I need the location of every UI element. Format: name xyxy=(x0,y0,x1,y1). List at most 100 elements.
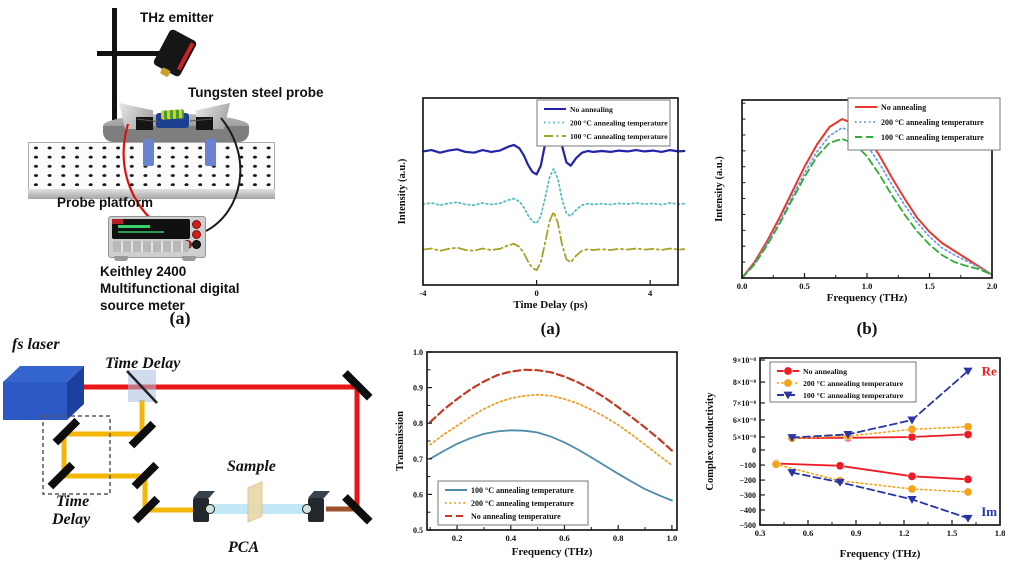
sample-chip xyxy=(156,109,189,128)
marker-circle xyxy=(771,459,781,469)
marker-circle xyxy=(963,422,973,432)
pca-label: PCA xyxy=(228,539,260,556)
chart-spectrum: 0.0 0.5 1.0 1.5 2.0 Frequency (THz) Intensity … xyxy=(714,97,1001,338)
y-tick-label: −400 xyxy=(739,506,756,515)
x-tick-label: 0.2 xyxy=(452,533,463,543)
series-line xyxy=(791,426,969,439)
chart-complex-conductivity: 0.3 0.6 0.9 1.2 1.5 1.8 9×10⁻⁸ 8×10⁻⁸ 7×10⁻⁸ 6×10… xyxy=(705,356,1006,560)
x-tick-label: 0.3 xyxy=(755,528,766,538)
time-delay-top-label: Time Delay xyxy=(105,355,181,372)
mirrors xyxy=(47,370,373,525)
marker-triangle-down xyxy=(835,478,845,487)
marker-triangle-down xyxy=(843,431,853,439)
legend-label: No annealing xyxy=(881,103,926,112)
x-tick-label: 0.9 xyxy=(851,528,862,538)
meter-foot-left xyxy=(114,256,128,261)
pca-left xyxy=(193,491,215,522)
meter-label-line2: Multifunctional digital xyxy=(100,280,240,296)
x-tick-label: 1.0 xyxy=(862,281,873,291)
series-line xyxy=(741,138,993,279)
platform-puck-body xyxy=(103,126,249,142)
tungsten-probe-label: Tungsten steel probe xyxy=(188,85,324,100)
optical-breadboard xyxy=(28,142,275,190)
mirror-to-pca xyxy=(132,495,161,524)
x-tick-label: -4 xyxy=(419,288,427,298)
x-tick-label: 0.8 xyxy=(613,533,624,543)
y-axis-label: Complex conductivity xyxy=(705,392,716,491)
meter-foot-right xyxy=(182,256,196,261)
series-line xyxy=(422,211,686,272)
marker-circle xyxy=(963,474,973,484)
meter-label: Keithley 2400 Multifunctional digital so… xyxy=(100,264,239,315)
series-line xyxy=(429,393,673,467)
probe-platform-label: Probe platform xyxy=(57,195,154,210)
annotation-im: Im xyxy=(981,504,997,519)
legend-label: 100 °C annealing temperature xyxy=(881,133,984,142)
marker-triangle-down xyxy=(787,434,797,442)
marker-triangle-down xyxy=(963,367,973,376)
meter-readout-line1 xyxy=(118,225,150,228)
plot-frame xyxy=(422,97,679,286)
meter-readout-line2 xyxy=(118,231,164,233)
legend-label: 200 °C annealing temperature xyxy=(881,118,984,127)
legend-box xyxy=(437,480,589,526)
x-tick-label: 1.8 xyxy=(995,528,1006,538)
terminal-black-1 xyxy=(192,240,201,249)
series-line xyxy=(775,463,969,493)
marker-triangle-down xyxy=(783,391,793,400)
x-axis-label: Time Delay (ps) xyxy=(513,299,588,311)
marker-triangle-down xyxy=(907,496,917,504)
y-tick-label: −100 xyxy=(739,461,756,470)
marker-triangle-down xyxy=(963,514,973,523)
y-tick-label: 9×10⁻⁸ xyxy=(733,356,757,365)
y-tick-label: 7×10⁻⁸ xyxy=(733,399,757,408)
legend-label: 100 °C annealing temperature xyxy=(803,391,904,400)
x-tick-label: 1.0 xyxy=(667,533,678,543)
meter-label-line1: Keithley 2400 xyxy=(100,264,187,279)
y-tick-label: 1.0 xyxy=(413,348,423,357)
x-tick-label: 0.6 xyxy=(559,533,570,543)
marker-circle xyxy=(783,366,793,376)
chart-pulse-timedomain: -4 0 4 Time Delay (ps) Intensity (a.u.) (a) No… xyxy=(397,97,686,338)
thz-optics-diagram: fs laser Time Delay Time Delay Sample PC… xyxy=(0,330,430,571)
marker-triangle-down xyxy=(907,416,917,425)
sample-slab xyxy=(247,481,263,523)
series-line xyxy=(775,462,969,481)
meter-label-line3: source meter xyxy=(100,297,185,313)
probe-needles xyxy=(136,118,213,123)
mirror-below-splitter xyxy=(128,420,157,449)
y-axis-label: Intensity (a.u.) xyxy=(714,156,725,222)
thz-emitter-label: THz emitter xyxy=(140,10,214,25)
mount-arm xyxy=(97,51,167,56)
legend-label: 200 °C annealing temperature xyxy=(471,499,574,508)
marker-circle xyxy=(963,487,973,497)
post-left xyxy=(143,139,154,166)
series-line xyxy=(429,429,673,502)
y-axis-label: Intensity (a.u.) xyxy=(397,158,408,224)
legend-label: 200 °C annealing temperature xyxy=(570,118,668,127)
y-tick-label: 0.9 xyxy=(413,384,423,393)
fs-laser-label: fs laser xyxy=(12,336,60,353)
diagram-caption-a: (a) xyxy=(169,308,191,328)
breadboard-edge xyxy=(28,189,275,199)
time-delay-box xyxy=(42,415,111,495)
post-right xyxy=(205,139,216,166)
x-tick-label: 2.0 xyxy=(987,281,998,291)
marker-circle xyxy=(783,378,793,388)
x-tick-label: 0 xyxy=(534,288,538,298)
legend-label: 200 °C annealing temperature xyxy=(803,379,904,388)
mirror-delay-bottom xyxy=(47,461,76,490)
beam-splitter-line xyxy=(126,370,158,404)
chart-caption: (a) xyxy=(541,319,561,338)
x-tick-label: 1.5 xyxy=(947,528,958,538)
mirror-delay-top xyxy=(52,417,81,446)
legend-label: No annealing xyxy=(570,105,613,114)
source-meter-device xyxy=(108,216,206,258)
mirror-top-right xyxy=(342,370,373,401)
black-wire xyxy=(205,117,242,232)
y-axis-label: Transmission xyxy=(395,411,406,471)
legend-label: No annealing xyxy=(803,367,847,376)
y-tick-label: 0 xyxy=(752,446,756,455)
legend-label: 100 °C annealing temperature xyxy=(471,486,574,495)
y-tick-label: −500 xyxy=(739,521,756,530)
